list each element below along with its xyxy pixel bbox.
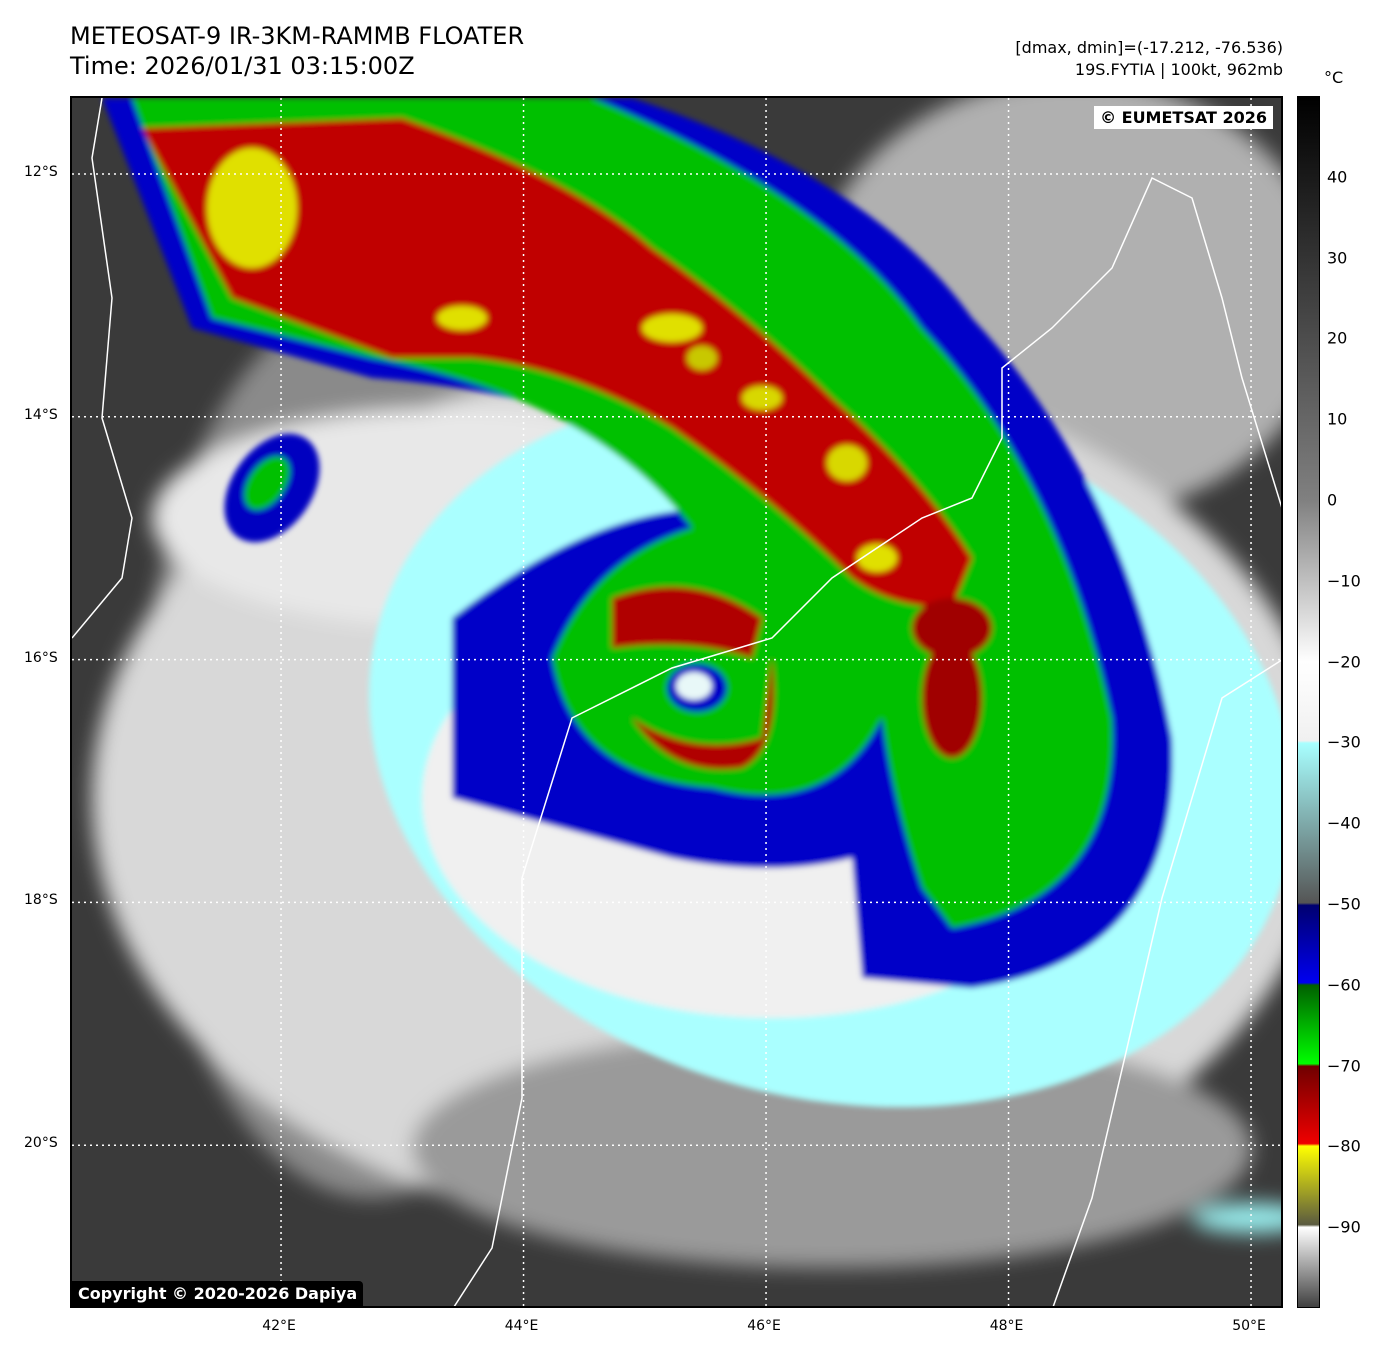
lon-label: 44°E (504, 1318, 539, 1334)
lat-label: 12°S (24, 163, 58, 180)
product-title: METEOSAT-9 IR-3KM-RAMMB FLOATER (70, 22, 525, 50)
lat-label: 18°S (24, 892, 58, 909)
lon-label: 48°E (989, 1318, 1024, 1334)
lat-label: 16°S (24, 649, 58, 666)
colorbar-tick: −10 (1327, 571, 1361, 591)
eumetsat-credit: © EUMETSAT 2026 (1094, 106, 1273, 129)
satellite-map[interactable]: © EUMETSAT 2026 Copyright © 2020-2026 Da… (70, 96, 1283, 1308)
colorbar-tick: 20 (1327, 328, 1348, 348)
colorbar-tick: −20 (1327, 652, 1361, 672)
coastlines (72, 98, 1281, 1306)
colorbar-tick: 0 (1327, 490, 1338, 510)
temp-range: [dmax, dmin]=(-17.212, -76.536) (1015, 38, 1283, 57)
colorbar-tick: −30 (1327, 732, 1361, 752)
ir-imagery (72, 98, 1281, 1306)
colorbar-tick: −70 (1327, 1056, 1361, 1076)
storm-info: 19S.FYTIA | 100kt, 962mb (1074, 60, 1283, 79)
colorbar-tick: 40 (1327, 167, 1348, 187)
colorbar-tick: −50 (1327, 894, 1361, 914)
colorbar-tick: −40 (1327, 813, 1361, 833)
colorbar-tick: −90 (1327, 1217, 1361, 1237)
lon-label: 46°E (747, 1318, 781, 1334)
lat-label: 14°S (24, 406, 58, 423)
graticule (72, 98, 1281, 1306)
colorbar-tick: −60 (1327, 975, 1361, 995)
colorbar-tick: 30 (1327, 248, 1348, 268)
lon-label: 50°E (1232, 1318, 1266, 1334)
lon-label: 42°E (262, 1318, 296, 1334)
timestamp: Time: 2026/01/31 03:15:00Z (70, 52, 415, 80)
colorbar-tick: 10 (1327, 409, 1348, 429)
colorbar-unit: °C (1324, 68, 1344, 87)
colorbar (1297, 96, 1320, 1308)
lat-label: 20°S (24, 1135, 58, 1152)
copyright-label: Copyright © 2020-2026 Dapiya (72, 1281, 364, 1306)
colorbar-tick: −80 (1327, 1136, 1361, 1156)
